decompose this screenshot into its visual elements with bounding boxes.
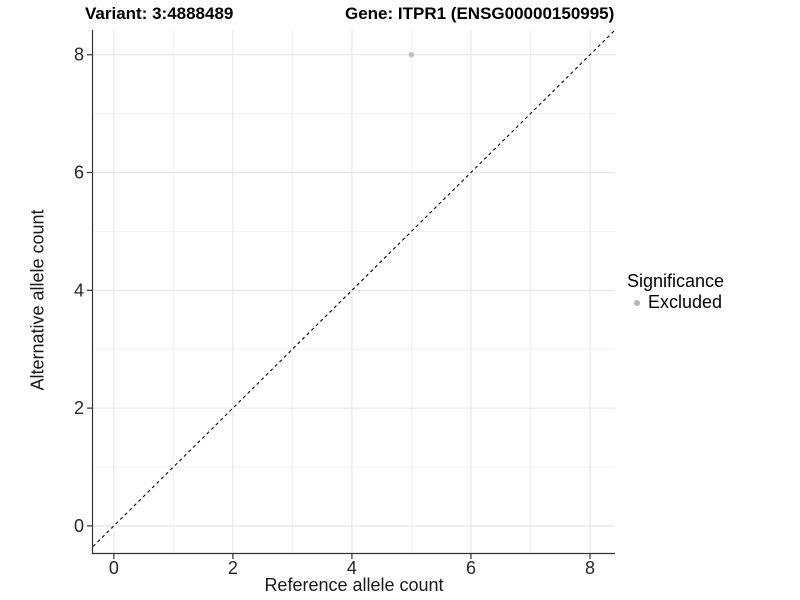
identity-dashed-line — [92, 29, 616, 547]
y-tick-label: 6 — [74, 163, 84, 183]
y-axis-title: Alternative allele count — [27, 209, 48, 391]
x-tick-label: 0 — [109, 558, 119, 578]
y-tick-label: 2 — [74, 398, 84, 418]
y-tick-label: 8 — [74, 45, 84, 65]
plot-title-gene: Gene: ITPR1 (ENSG00000150995) — [345, 4, 615, 23]
x-tick-label: 8 — [585, 558, 595, 578]
legend-entry-excluded: Excluded — [627, 292, 724, 313]
x-axis-title: Reference allele count — [264, 575, 444, 595]
x-tick-label: 4 — [347, 558, 357, 578]
legend-key-dot-icon — [634, 299, 640, 306]
legend-title: Significance — [627, 271, 725, 291]
legend: Significance Excluded — [627, 271, 724, 313]
legend-entry-label: Excluded — [648, 292, 723, 312]
y-tick-label: 0 — [74, 516, 84, 536]
x-tick-label: 6 — [466, 558, 476, 578]
x-tick-label: 2 — [228, 558, 238, 578]
data-point — [408, 51, 415, 58]
y-tick-label: 4 — [74, 280, 84, 300]
plot-title-variant: Variant: 3:4888489 — [85, 4, 234, 23]
